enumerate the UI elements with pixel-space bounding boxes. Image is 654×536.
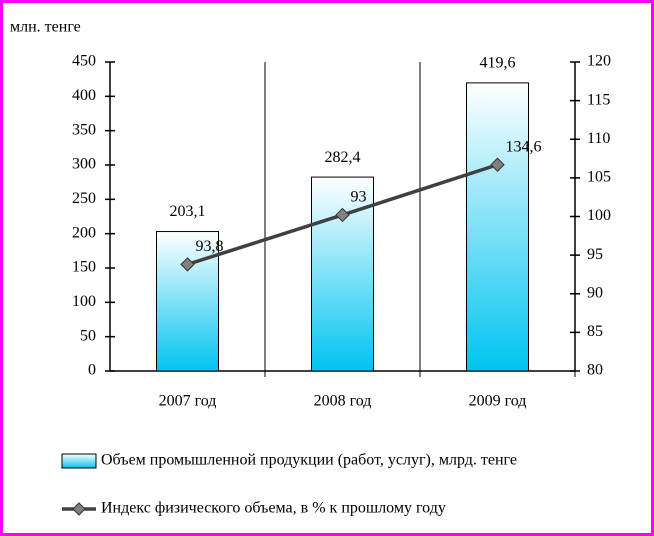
y-tick-label: 300 [72, 156, 96, 173]
annotation: 93 [351, 189, 367, 206]
x-tick-label: 2009 год [469, 393, 527, 410]
line-marker [335, 207, 350, 223]
x-tick-label: 2008 год [314, 393, 372, 410]
legend-label: Объем промышленной продукции (работ, усл… [101, 452, 517, 469]
legend-label: Индекс физического объема, в % к прошлом… [101, 500, 446, 517]
bar [466, 82, 529, 372]
y-tick-label: 200 [72, 224, 96, 241]
annotation: 134,6 [506, 138, 542, 155]
y-tick-label: 50 [80, 327, 96, 344]
y-tick-label: 100 [72, 293, 96, 310]
line-marker [180, 257, 195, 272]
bar [156, 231, 219, 372]
legend-key [61, 453, 97, 469]
y-tick-label: 150 [72, 259, 96, 276]
y2-tick-label: 120 [587, 53, 611, 70]
y2-tick-label: 90 [587, 284, 603, 301]
y2-tick-label: 95 [587, 246, 603, 263]
y-tick-label: 450 [72, 53, 96, 70]
y-tick-label: 350 [72, 121, 96, 138]
x-tick-label: 2007 год [159, 393, 217, 410]
y-tick-label: 250 [72, 190, 96, 207]
legend-marker [72, 502, 86, 516]
bar-value-label: 419,6 [480, 55, 516, 72]
y-tick-label: 0 [88, 362, 96, 379]
y-tick-label: 400 [72, 87, 96, 104]
y2-tick-label: 105 [587, 169, 611, 186]
bar-value-label: 282,4 [325, 149, 361, 166]
y2-tick-label: 85 [587, 323, 603, 340]
y2-tick-label: 110 [587, 130, 610, 147]
y2-tick-label: 115 [587, 91, 610, 108]
y2-tick-label: 80 [587, 362, 603, 379]
y-axis-label: млн. тенге [10, 19, 81, 36]
line-marker [490, 157, 505, 172]
bar-value-label: 203,1 [170, 203, 206, 220]
y2-tick-label: 100 [587, 207, 611, 224]
annotation: 93,8 [196, 238, 224, 255]
